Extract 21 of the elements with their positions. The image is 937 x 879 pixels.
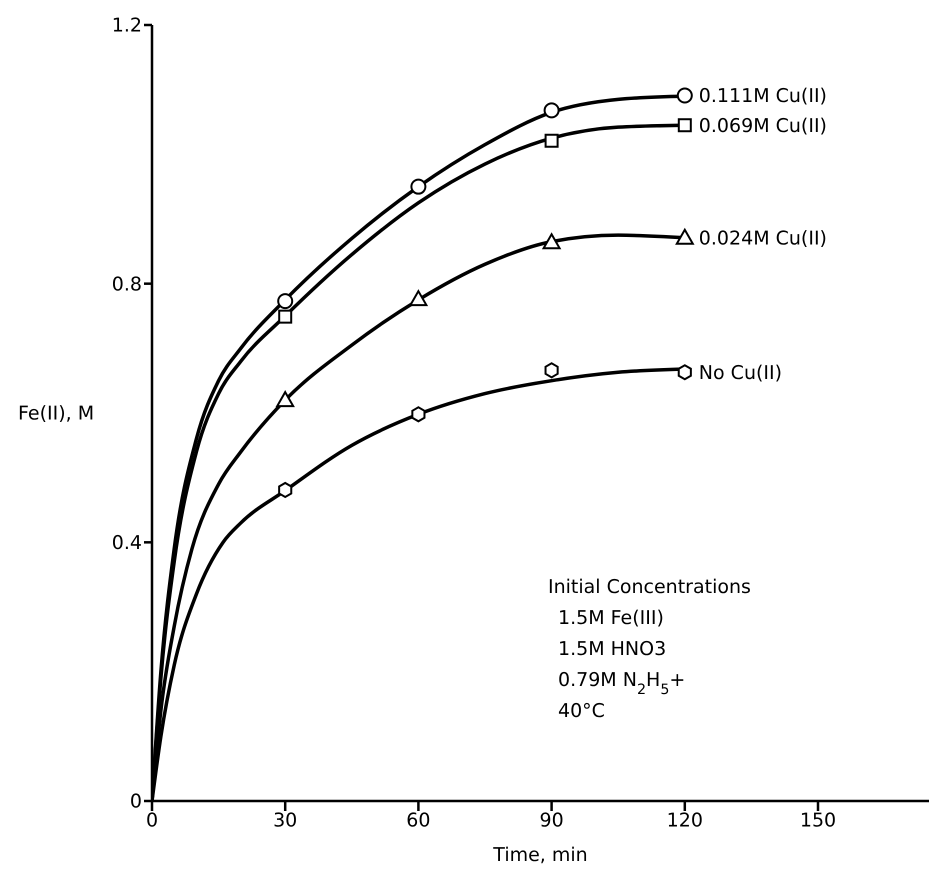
series-label: 0.069M Cu(II)	[698, 114, 827, 137]
annotation: Initial Concentrations	[548, 576, 751, 598]
series-label: No Cu(II)	[698, 362, 782, 384]
y-tick-label: 0.8	[112, 273, 142, 296]
y-tick-label: 0.4	[112, 532, 142, 554]
x-tick-label: 90	[540, 809, 564, 832]
annotation: 40°C	[558, 700, 605, 722]
annotation: 1.5M Fe(III)	[558, 607, 664, 629]
x-tick-label: 120	[666, 809, 703, 832]
series-label: 0.024M Cu(II)	[698, 227, 827, 250]
annotation: 0.79M N$_{2}$H$_{5}$+	[558, 669, 686, 698]
series-label: 0.111M Cu(II)	[698, 85, 827, 108]
y-tick-label: 0	[130, 790, 142, 813]
annotation: 1.5M HNO3	[558, 638, 666, 660]
x-tick-label: 0	[146, 809, 158, 832]
y-tick-label: 1.2	[112, 14, 142, 37]
x-tick-label: 30	[273, 809, 298, 832]
x-axis-title: Time, min	[492, 844, 588, 866]
y-axis-title: Fe(II), M	[18, 402, 94, 425]
x-tick-label: 150	[800, 809, 836, 832]
x-tick-label: 60	[406, 809, 430, 832]
